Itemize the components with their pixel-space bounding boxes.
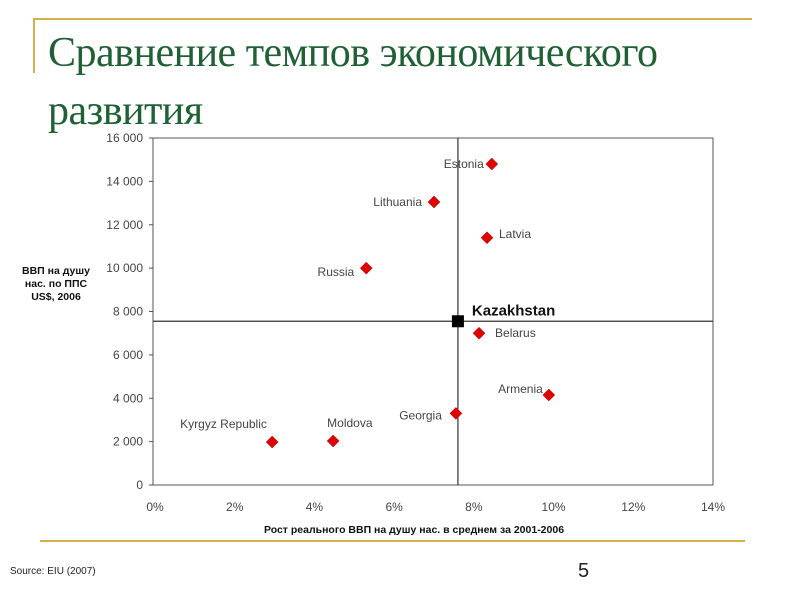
point-russia bbox=[359, 261, 373, 275]
x-tick-label: 2% bbox=[226, 500, 244, 514]
x-axis-label: Рост реального ВВП на душу нас. в средне… bbox=[264, 524, 564, 536]
x-tick-label: 0% bbox=[146, 500, 164, 514]
point-moldova bbox=[326, 434, 340, 448]
x-tick-label: 6% bbox=[385, 500, 403, 514]
page-number: 5 bbox=[578, 560, 590, 582]
point-label-latvia: Latvia bbox=[499, 227, 531, 241]
y-tick-label: 12 000 bbox=[106, 218, 143, 232]
point-label-armenia: Armenia bbox=[498, 382, 543, 396]
x-tick-label: 4% bbox=[306, 500, 324, 514]
y-tick-label: 4 000 bbox=[113, 391, 143, 405]
y-axis-label: ВВП на душу нас. по ППС US$, 2006 bbox=[22, 265, 90, 303]
point-label-belarus: Belarus bbox=[495, 326, 536, 340]
y-tick-label: 0 bbox=[136, 478, 143, 492]
y-tick-label: 16 000 bbox=[106, 131, 143, 145]
point-estonia bbox=[485, 157, 499, 171]
point-label-georgia: Georgia bbox=[399, 408, 442, 422]
x-tick-label: 8% bbox=[465, 500, 483, 514]
top-accent-line bbox=[33, 18, 752, 20]
point-label-lithuania: Lithuania bbox=[373, 195, 422, 209]
point-label-estonia: Estonia bbox=[444, 157, 484, 171]
point-kyrgyz-republic bbox=[265, 435, 279, 449]
y-tick-label: 14 000 bbox=[106, 174, 143, 188]
point-lithuania bbox=[427, 195, 441, 209]
y-tick-label: 6 000 bbox=[113, 348, 143, 362]
x-tick-label: 10% bbox=[542, 500, 566, 514]
source-note: Source: EIU (2007) bbox=[10, 566, 96, 577]
point-label-kyrgyz-republic: Kyrgyz Republic bbox=[180, 417, 267, 431]
y-tick-label: 8 000 bbox=[113, 305, 143, 319]
y-tick-label: 2 000 bbox=[113, 435, 143, 449]
plot-area bbox=[152, 137, 714, 486]
left-accent-line bbox=[33, 18, 35, 73]
slide-title: Сравнение темпов экономического развития bbox=[48, 30, 658, 134]
point-armenia bbox=[542, 388, 556, 402]
bottom-accent-line bbox=[40, 540, 745, 542]
point-label-russia: Russia bbox=[318, 265, 355, 279]
y-tick-label: 10 000 bbox=[106, 261, 143, 275]
point-kazakhstan bbox=[451, 315, 464, 328]
point-label-moldova: Moldova bbox=[327, 416, 373, 430]
x-tick-label: 12% bbox=[621, 500, 645, 514]
point-latvia bbox=[480, 231, 494, 245]
point-georgia bbox=[449, 407, 463, 420]
point-belarus bbox=[472, 326, 486, 340]
point-label-kazakhstan: Kazakhstan bbox=[472, 302, 555, 319]
x-tick-label: 14% bbox=[701, 500, 725, 514]
